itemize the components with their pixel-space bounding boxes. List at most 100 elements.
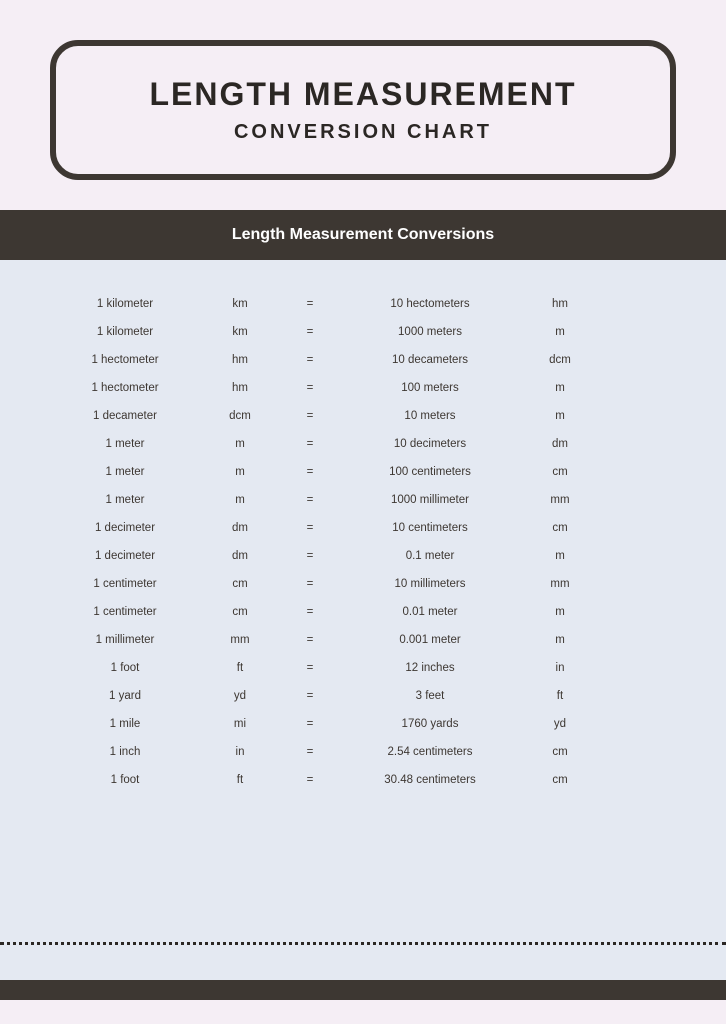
equals-sign: = <box>280 550 340 562</box>
from-unit: 1 kilometer <box>50 298 200 310</box>
table-row: 1 centimetercm=10 millimetersmm <box>50 570 676 598</box>
to-unit: 12 inches <box>340 662 520 674</box>
equals-sign: = <box>280 606 340 618</box>
from-unit: 1 hectometer <box>50 354 200 366</box>
equals-sign: = <box>280 494 340 506</box>
table-row: 1 kilometerkm=10 hectometershm <box>50 290 676 318</box>
table-row: 1 inchin=2.54 centimeterscm <box>50 738 676 766</box>
to-abbr: mm <box>520 494 600 506</box>
equals-sign: = <box>280 438 340 450</box>
to-abbr: m <box>520 326 600 338</box>
to-abbr: hm <box>520 298 600 310</box>
to-abbr: m <box>520 634 600 646</box>
from-unit: 1 centimeter <box>50 606 200 618</box>
to-abbr: yd <box>520 718 600 730</box>
from-abbr: m <box>200 466 280 478</box>
from-abbr: m <box>200 438 280 450</box>
table-row: 1 hectometerhm=10 decametersdcm <box>50 346 676 374</box>
to-abbr: in <box>520 662 600 674</box>
to-unit: 2.54 centimeters <box>340 746 520 758</box>
equals-sign: = <box>280 746 340 758</box>
to-unit: 100 meters <box>340 382 520 394</box>
from-unit: 1 decimeter <box>50 550 200 562</box>
table-row: 1 millimetermm=0.001 meterm <box>50 626 676 654</box>
to-unit: 30.48 centimeters <box>340 774 520 786</box>
from-unit: 1 inch <box>50 746 200 758</box>
equals-sign: = <box>280 662 340 674</box>
from-abbr: ft <box>200 774 280 786</box>
table-row: 1 kilometerkm=1000 metersm <box>50 318 676 346</box>
to-abbr: m <box>520 606 600 618</box>
from-unit: 1 decimeter <box>50 522 200 534</box>
equals-sign: = <box>280 578 340 590</box>
to-abbr: cm <box>520 466 600 478</box>
to-unit: 10 centimeters <box>340 522 520 534</box>
from-abbr: km <box>200 326 280 338</box>
from-abbr: dm <box>200 550 280 562</box>
from-unit: 1 meter <box>50 466 200 478</box>
equals-sign: = <box>280 522 340 534</box>
from-unit: 1 meter <box>50 494 200 506</box>
table-row: 1 decameterdcm=10 metersm <box>50 402 676 430</box>
from-abbr: cm <box>200 578 280 590</box>
to-unit: 10 meters <box>340 410 520 422</box>
from-abbr: ft <box>200 662 280 674</box>
to-unit: 1760 yards <box>340 718 520 730</box>
to-unit: 10 millimeters <box>340 578 520 590</box>
from-unit: 1 meter <box>50 438 200 450</box>
equals-sign: = <box>280 382 340 394</box>
to-unit: 10 hectometers <box>340 298 520 310</box>
table-row: 1 meterm=10 decimetersdm <box>50 430 676 458</box>
to-unit: 100 centimeters <box>340 466 520 478</box>
from-unit: 1 yard <box>50 690 200 702</box>
from-unit: 1 decameter <box>50 410 200 422</box>
from-abbr: cm <box>200 606 280 618</box>
to-abbr: dcm <box>520 354 600 366</box>
to-abbr: dm <box>520 438 600 450</box>
from-abbr: mm <box>200 634 280 646</box>
from-abbr: yd <box>200 690 280 702</box>
from-unit: 1 millimeter <box>50 634 200 646</box>
to-unit: 1000 meters <box>340 326 520 338</box>
from-abbr: dm <box>200 522 280 534</box>
table-row: 1 milemi=1760 yardsyd <box>50 710 676 738</box>
equals-sign: = <box>280 326 340 338</box>
equals-sign: = <box>280 354 340 366</box>
table-row: 1 footft=30.48 centimeterscm <box>50 766 676 794</box>
to-abbr: cm <box>520 746 600 758</box>
table-row: 1 meterm=100 centimeterscm <box>50 458 676 486</box>
table-row: 1 hectometerhm=100 metersm <box>50 374 676 402</box>
from-abbr: hm <box>200 382 280 394</box>
section-header: Length Measurement Conversions <box>0 210 726 260</box>
table-row: 1 decimeterdm=10 centimeterscm <box>50 514 676 542</box>
from-abbr: km <box>200 298 280 310</box>
table-row: 1 meterm=1000 millimetermm <box>50 486 676 514</box>
table-row: 1 decimeterdm=0.1 meterm <box>50 542 676 570</box>
from-abbr: in <box>200 746 280 758</box>
title-box: LENGTH MEASUREMENT CONVERSION CHART <box>50 40 676 180</box>
equals-sign: = <box>280 690 340 702</box>
dotted-divider <box>0 942 726 945</box>
equals-sign: = <box>280 298 340 310</box>
from-abbr: mi <box>200 718 280 730</box>
to-unit: 0.01 meter <box>340 606 520 618</box>
header-section: LENGTH MEASUREMENT CONVERSION CHART <box>0 0 726 210</box>
to-abbr: m <box>520 382 600 394</box>
equals-sign: = <box>280 410 340 422</box>
to-unit: 10 decameters <box>340 354 520 366</box>
equals-sign: = <box>280 466 340 478</box>
from-unit: 1 foot <box>50 662 200 674</box>
equals-sign: = <box>280 774 340 786</box>
from-abbr: dcm <box>200 410 280 422</box>
table-row: 1 centimetercm=0.01 meterm <box>50 598 676 626</box>
table-row: 1 footft=12 inchesin <box>50 654 676 682</box>
from-unit: 1 foot <box>50 774 200 786</box>
conversion-table: 1 kilometerkm=10 hectometershm1 kilomete… <box>50 290 676 794</box>
table-section: 1 kilometerkm=10 hectometershm1 kilomete… <box>0 260 726 980</box>
to-unit: 1000 millimeter <box>340 494 520 506</box>
table-row: 1 yardyd=3 feetft <box>50 682 676 710</box>
main-title: LENGTH MEASUREMENT <box>76 76 650 113</box>
from-unit: 1 mile <box>50 718 200 730</box>
from-unit: 1 kilometer <box>50 326 200 338</box>
to-abbr: m <box>520 410 600 422</box>
